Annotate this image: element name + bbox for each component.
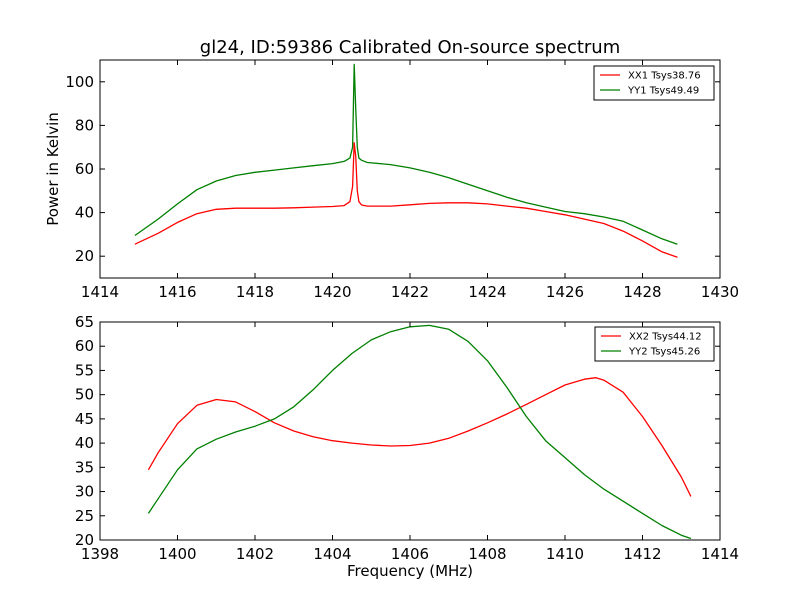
y-tick-label: 55 (75, 361, 94, 379)
legend-box (593, 65, 715, 101)
chart-title: gl24, ID:59386 Calibrated On-source spec… (200, 37, 620, 58)
y-tick-label: 20 (75, 247, 94, 265)
series-line-yy2 (147, 324, 692, 540)
top-series-lines (134, 63, 678, 258)
x-tick-label: 1406 (391, 545, 429, 563)
y-tick-label: 65 (75, 313, 94, 331)
y-tick-label: 80 (75, 116, 94, 134)
x-tick-label: 1422 (391, 283, 429, 301)
series-line-yy1 (134, 63, 678, 245)
x-tick-label: 1416 (158, 283, 196, 301)
y-tick-label: 60 (75, 160, 94, 178)
top-panel: gl24, ID:59386 Calibrated On-source spec… (44, 37, 739, 301)
y-tick-label: 20 (75, 531, 94, 549)
x-tick-label: 1400 (158, 545, 196, 563)
x-tick-label: 1414 (81, 283, 119, 301)
y-tick-label: 30 (75, 483, 94, 501)
legend-box (594, 326, 715, 362)
series-line-xx1 (134, 142, 678, 258)
x-tick-label: 1420 (313, 283, 351, 301)
y-tick-label: 60 (75, 337, 94, 355)
bottom-series-lines (147, 324, 692, 540)
y-tick-label: 45 (75, 410, 94, 428)
x-axis-title: Frequency (MHz) (347, 562, 473, 580)
x-tick-label: 1414 (701, 545, 739, 563)
x-tick-label: 1428 (623, 283, 661, 301)
x-tick-label: 1426 (546, 283, 584, 301)
y-tick-label: 40 (75, 434, 94, 452)
x-tick-label: 1430 (701, 283, 739, 301)
y-tick-label: 50 (75, 386, 94, 404)
bottom-panel: Frequency (MHz) 1398 1400 1402 1404 1406 1408… (75, 313, 739, 580)
x-tick-label: 1398 (81, 545, 119, 563)
y-tick-label: 35 (75, 458, 94, 476)
top-legend: XX1 Tsys38.76 YY1 Tsys49.49 (593, 65, 715, 101)
bottom-legend: XX2 Tsys44.12 YY2 Tsys45.26 (594, 326, 715, 362)
legend-label: YY1 Tsys49.49 (627, 86, 699, 97)
y-axis-title: Power in Kelvin (44, 112, 62, 226)
legend-label: YY2 Tsys45.26 (628, 347, 700, 358)
legend-label: XX1 Tsys38.76 (628, 71, 701, 82)
x-tick-label: 1418 (236, 283, 274, 301)
y-tick-label: 25 (75, 507, 94, 525)
x-tick-label: 1402 (236, 545, 274, 563)
top-axis-ticks: 1414 1416 1418 1420 1422 1424 1426 1428 1430 20 40… (65, 60, 739, 301)
x-tick-label: 1408 (468, 545, 506, 563)
y-tick-label: 100 (65, 73, 94, 91)
x-tick-label: 1412 (623, 545, 661, 563)
series-line-xx2 (147, 377, 692, 497)
x-tick-label: 1424 (468, 283, 506, 301)
y-tick-label: 40 (75, 204, 94, 222)
x-tick-label: 1404 (313, 545, 351, 563)
x-tick-label: 1410 (546, 545, 584, 563)
bottom-axis-ticks: 1398 1400 1402 1404 1406 1408 1410 1412 1414 20 25… (75, 313, 739, 563)
legend-label: XX2 Tsys44.12 (629, 332, 702, 343)
